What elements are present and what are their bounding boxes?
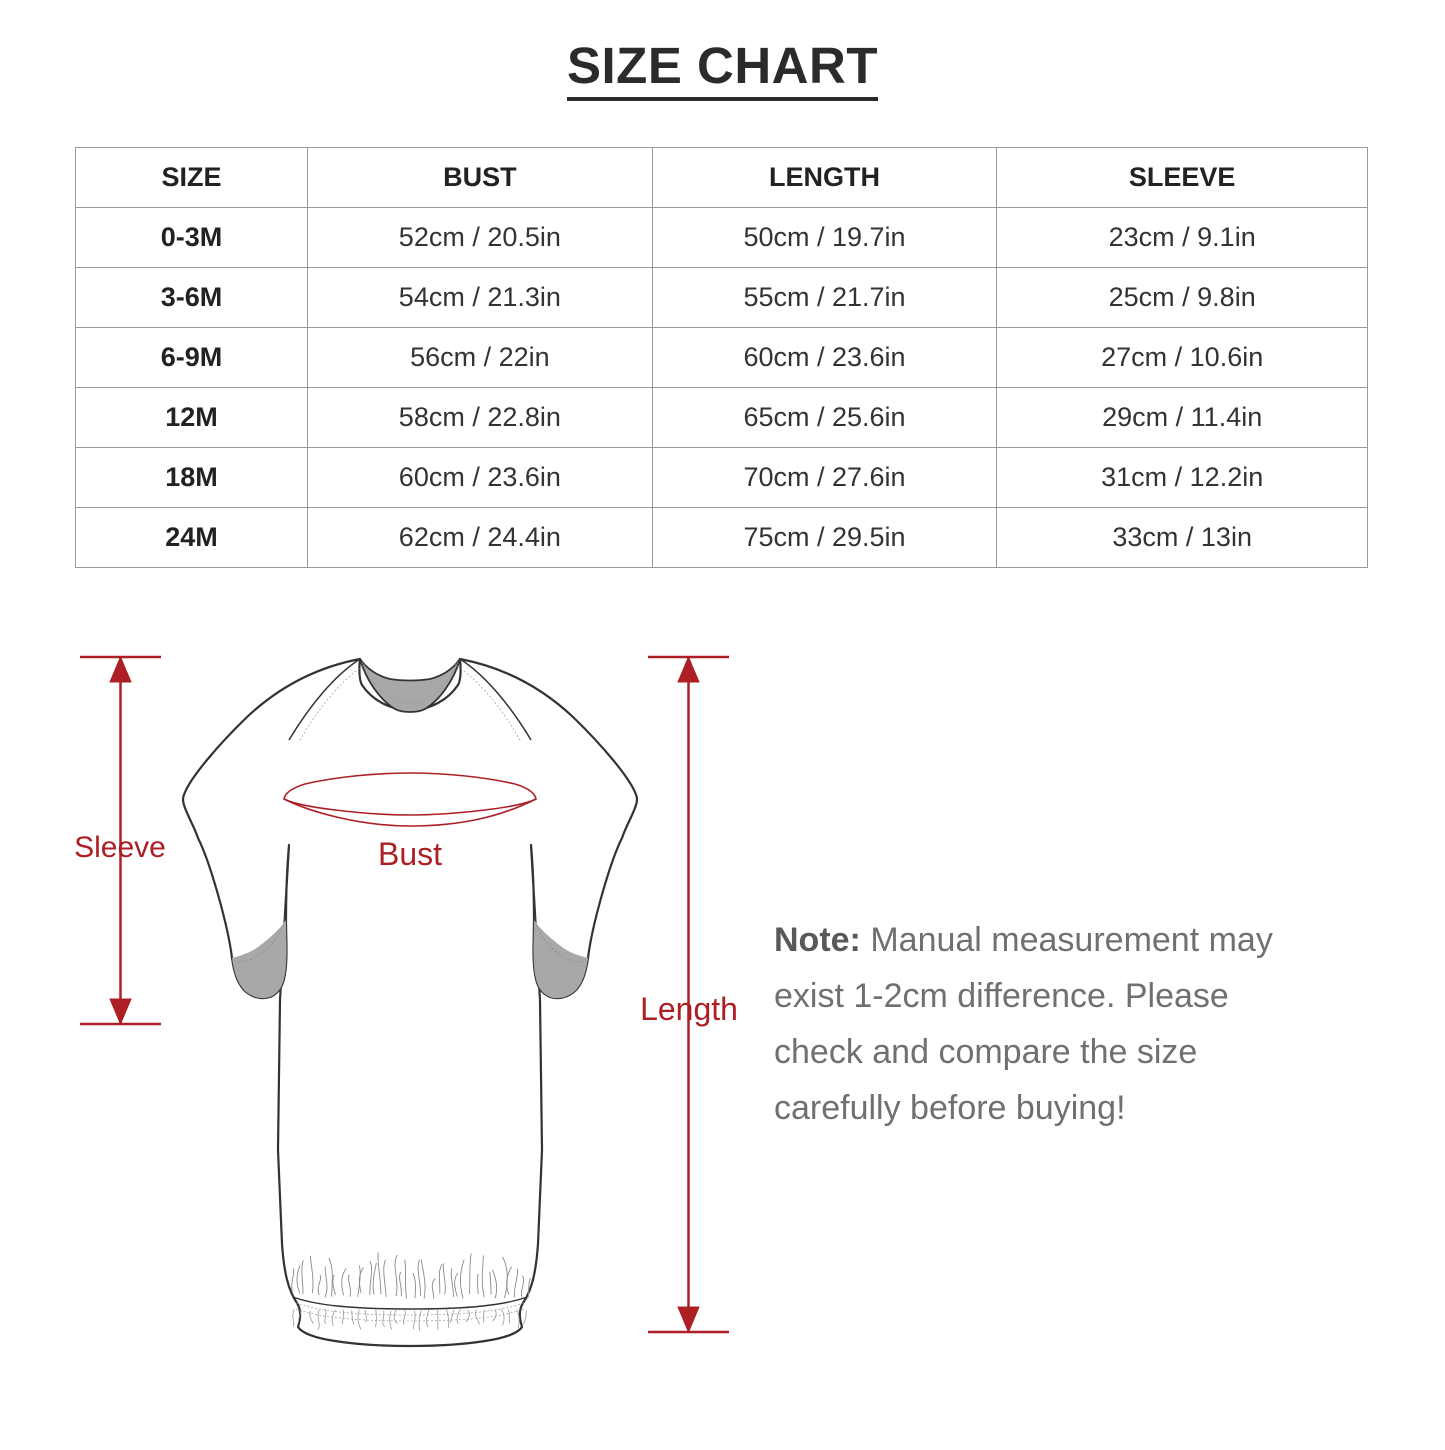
svg-text:Length: Length [640, 991, 738, 1027]
svg-text:Bust: Bust [378, 836, 442, 872]
svg-text:Sleeve: Sleeve [74, 831, 166, 864]
